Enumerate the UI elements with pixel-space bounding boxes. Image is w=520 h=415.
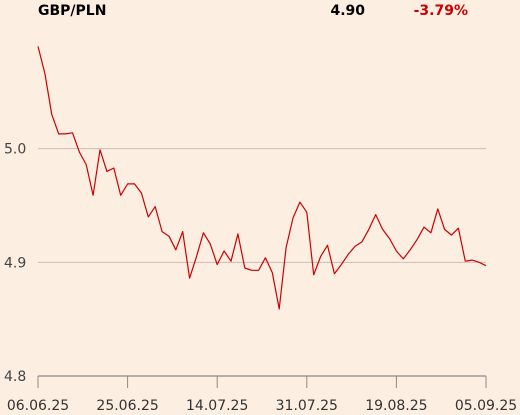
y-tick-label: 4.8 <box>4 369 26 385</box>
x-tick-label: 25.06.25 <box>96 398 158 414</box>
price-change: -3.79% <box>413 3 468 19</box>
current-price: 4.90 <box>330 3 365 19</box>
y-tick-label: 4.9 <box>4 255 26 271</box>
chart-title: GBP/PLN <box>38 3 107 19</box>
chart-header: GBP/PLN 4.90 -3.79% <box>0 0 520 22</box>
y-axis-ticks: 4.8 4.9 5.0 <box>4 142 26 385</box>
x-tick-label: 06.06.25 <box>7 398 69 414</box>
x-tick-label: 14.07.25 <box>186 398 248 414</box>
series-line <box>37 46 487 310</box>
x-tick-label: 31.07.25 <box>276 398 338 414</box>
y-tick-label: 5.0 <box>4 142 26 158</box>
x-tick-label: 05.09.25 <box>455 398 517 414</box>
grid-lines <box>38 148 486 263</box>
series-layer <box>37 46 487 310</box>
x-axis: 06.06.25 25.06.25 14.07.25 31.07.25 19.08.25… <box>7 375 517 414</box>
x-tick-label: 19.08.25 <box>365 398 427 414</box>
